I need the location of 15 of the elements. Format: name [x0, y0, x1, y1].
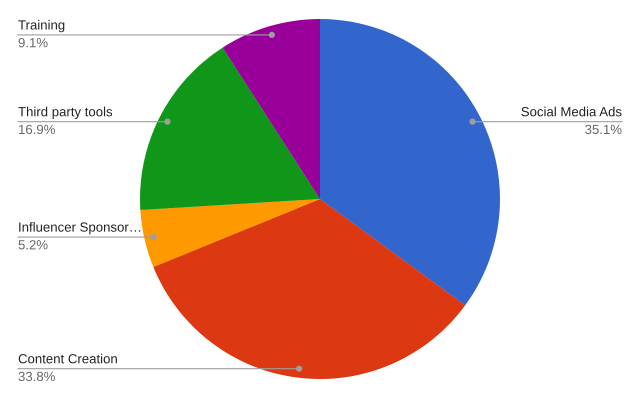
pie-slice	[153, 199, 466, 379]
data-label: 33.8%	[18, 372, 55, 382]
slice-label: Training	[18, 20, 64, 32]
pie-slice	[140, 199, 320, 268]
data-label: 5.2%	[18, 240, 48, 250]
data-label: 35.1%	[585, 124, 622, 134]
data-label: 9.1%	[18, 38, 48, 48]
slice-label: Social Media Ads	[521, 106, 622, 116]
slice-label: Content Creation	[18, 354, 117, 364]
slice-label: Third party tools	[18, 106, 112, 119]
pie-slice	[320, 19, 500, 306]
pie-slice	[222, 19, 320, 199]
slice-label: Influencer Sponsor…	[19, 222, 140, 234]
pie-slice	[140, 48, 320, 210]
data-label: 16.9%	[19, 124, 55, 134]
